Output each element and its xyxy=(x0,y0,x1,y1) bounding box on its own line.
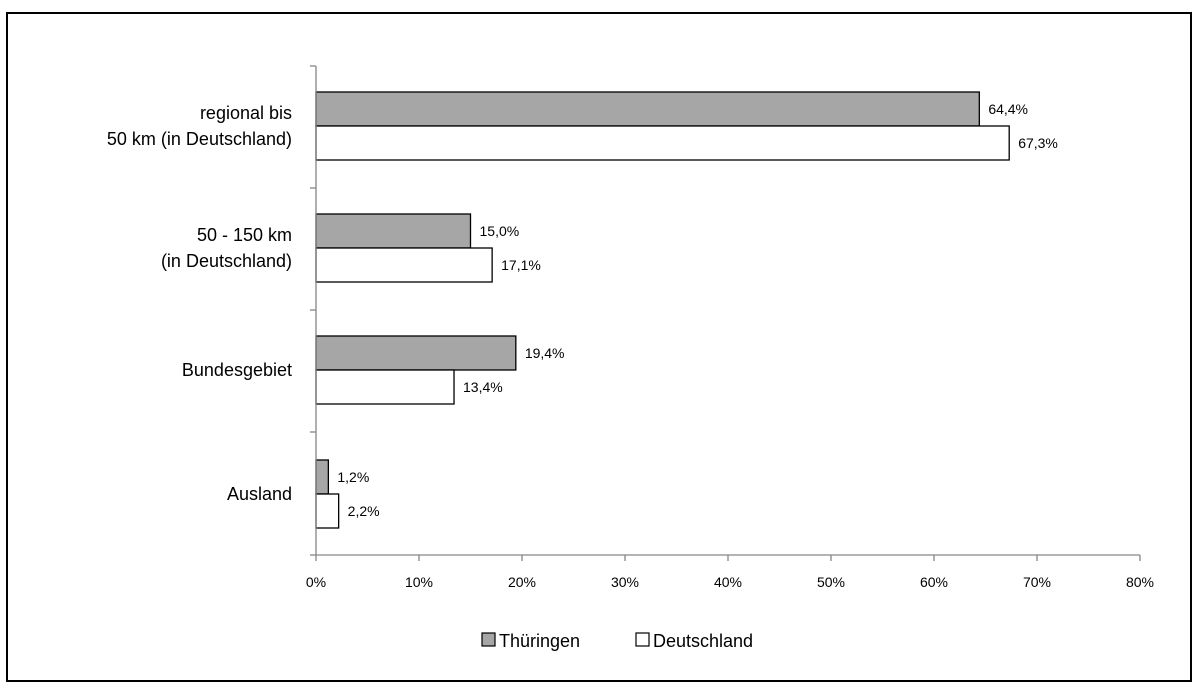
x-tick-label-2: 20% xyxy=(508,574,536,590)
x-tick-label-8: 80% xyxy=(1126,574,1154,590)
data-label-thueringen-0: 64,4% xyxy=(988,101,1028,117)
data-label-thueringen-1: 15,0% xyxy=(480,223,520,239)
category-label-0-1: 50 km (in Deutschland) xyxy=(107,129,292,149)
x-tick-label-0: 0% xyxy=(306,574,326,590)
bar-deutschland-0 xyxy=(315,125,1010,161)
bars-layer xyxy=(315,91,1010,529)
bar-thueringen-1 xyxy=(315,213,472,249)
x-tick-label-3: 30% xyxy=(611,574,639,590)
labels-layer: 64,4% 15,0% 19,4% 1,2% 67,3% 17,1% 13,4% 2,2% 0%… xyxy=(107,101,1154,590)
data-label-thueringen-3: 1,2% xyxy=(337,469,369,485)
bar-thueringen-2 xyxy=(315,335,517,371)
legend-label-thueringen: Thüringen xyxy=(499,631,580,651)
category-label-2-0: Bundesgebiet xyxy=(182,360,292,380)
data-label-deutschland-2: 13,4% xyxy=(463,379,503,395)
legend-swatch-thueringen xyxy=(481,632,496,647)
legend: Thüringen Deutschland xyxy=(481,631,753,651)
x-tick-label-7: 70% xyxy=(1023,574,1051,590)
data-label-deutschland-0: 67,3% xyxy=(1018,135,1058,151)
data-label-thueringen-2: 19,4% xyxy=(525,345,565,361)
bar-thueringen-0 xyxy=(315,91,980,127)
x-tick-label-4: 40% xyxy=(714,574,742,590)
category-label-1-1: (in Deutschland) xyxy=(161,251,292,271)
data-label-deutschland-1: 17,1% xyxy=(501,257,541,273)
category-label-3-0: Ausland xyxy=(227,484,292,504)
legend-swatch-deutschland xyxy=(635,632,650,647)
legend-label-deutschland: Deutschland xyxy=(653,631,753,651)
bar-deutschland-2 xyxy=(315,369,455,405)
data-label-deutschland-3: 2,2% xyxy=(348,503,380,519)
x-tick-label-6: 60% xyxy=(920,574,948,590)
bar-deutschland-3 xyxy=(315,493,340,529)
bar-thueringen-3 xyxy=(315,459,330,495)
bar-deutschland-1 xyxy=(315,247,493,283)
axes-layer xyxy=(310,65,1141,561)
x-tick-label-1: 10% xyxy=(405,574,433,590)
category-label-0-0: regional bis xyxy=(200,103,292,123)
x-tick-label-5: 50% xyxy=(817,574,845,590)
category-label-1-0: 50 - 150 km xyxy=(197,225,292,245)
